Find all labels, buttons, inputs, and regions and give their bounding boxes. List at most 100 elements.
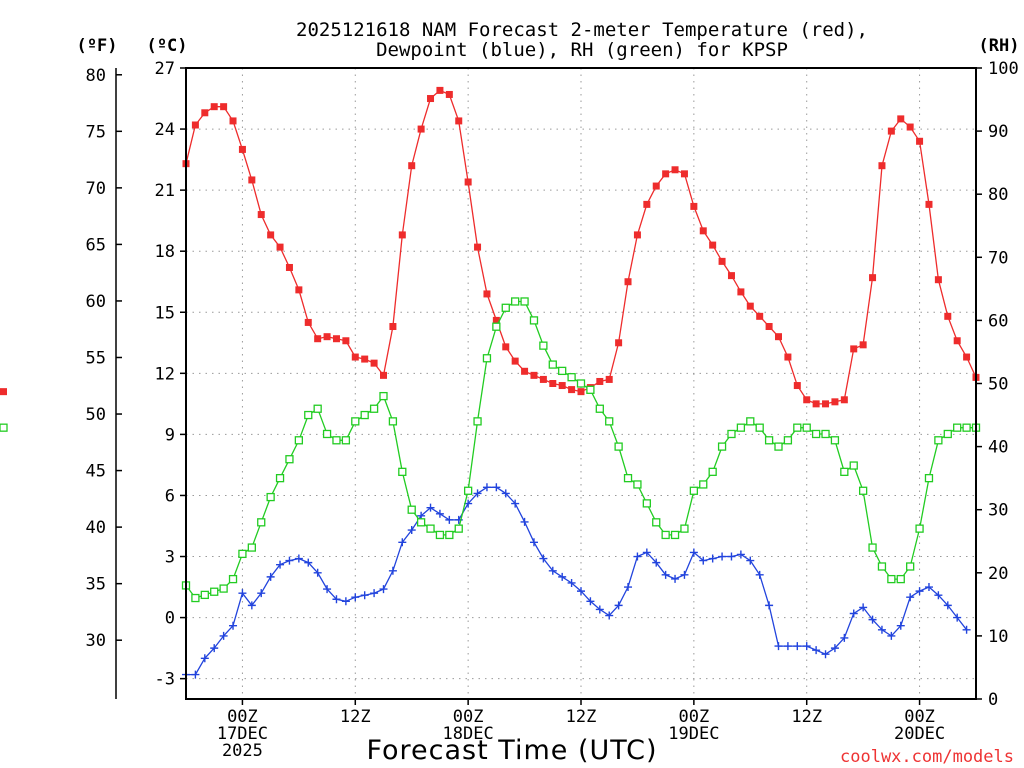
dewpoint-point [313,568,322,577]
temperature-point [389,323,397,331]
dewpoint-point [624,583,633,592]
dewpoint-point [586,597,595,606]
celsius-tick-label: 9 [165,425,175,445]
dewpoint-point [915,587,924,596]
temperature-point [803,396,811,404]
dewpoint-point [520,517,529,526]
rh-point [322,429,332,439]
temperature-point [784,353,792,361]
rh-point [558,366,567,376]
rh-tick-label: 80 [988,185,1008,205]
dewpoint-point [953,613,962,622]
x-tick-label: 12Z [566,707,597,727]
temperature-point [916,137,924,145]
rh-point [906,562,915,571]
dewpoint-point [210,644,219,653]
rh-line [185,300,976,599]
rh-point [642,499,651,508]
dewpoint-point [257,589,266,598]
dewpoint-point [633,552,642,561]
x-tick-label: 2025 [222,741,263,761]
grid-lines [186,68,976,699]
rh-point [539,341,548,350]
chart-title-line-2: Dewpoint (blue), RH (green) for KPSP [376,39,788,61]
dewpoint-point [793,642,802,651]
temperature-point [934,276,942,284]
unit-label-fahrenheit: (ºF) [77,36,118,56]
dewpoint-point [924,583,933,592]
rh-point [275,473,285,483]
x-tick-label: 18DEC [443,724,494,744]
temperature-point [549,380,557,387]
rh-point [962,423,971,432]
dewpoint-point [219,631,228,640]
temperature-point [351,353,359,361]
rh-point [849,461,858,470]
rh-point [426,524,435,533]
dewpoint-point [802,642,811,651]
dewpoint-point [473,489,482,498]
x-tick-label: 00Z [453,707,484,727]
rh-point [586,385,595,394]
dewpoint-point [840,633,849,642]
rh-point [548,360,557,369]
temperature-point [314,335,322,343]
dewpoint-point [812,646,821,655]
rh-point [736,423,746,432]
fahrenheit-tick-label: 80 [86,66,106,86]
fahrenheit-axis: 30 35 40 45 50 55 60 65 70 75 80 [86,66,122,699]
temperature-point [220,103,228,111]
temperature-point [718,257,726,265]
temperature-point [963,353,971,361]
dewpoint-point [511,499,520,508]
temperature-point [483,290,491,298]
fahrenheit-tick-label: 70 [86,179,106,199]
dewpoint-point [605,611,614,620]
rh-point [811,429,821,439]
rh-point [934,436,943,445]
dewpoint-point [200,654,209,663]
rh-point [247,543,256,552]
dewpoint-point [238,589,247,598]
fahrenheit-tick-label: 60 [86,292,106,312]
rh-point [689,486,699,495]
rh-point [605,417,614,426]
celsius-tick-label: 24 [155,120,175,140]
rh-point [219,584,228,593]
temperature-point [859,341,867,349]
rh-point [840,467,849,476]
temperature-point [577,388,585,396]
rh-point [830,436,840,445]
fahrenheit-tick-label: 75 [86,122,106,142]
celsius-tick-label: 27 [155,59,175,79]
rh-point [473,417,482,426]
dewpoint-point [877,625,886,634]
fahrenheit-tick-label: 35 [86,575,106,595]
dewpoint-point [755,570,764,579]
dewpoint-point [727,552,736,561]
temperature-point [502,343,510,351]
rh-tick-label: 90 [988,122,1008,142]
rh-point [821,429,830,439]
temperature-point [380,371,387,379]
temperature-point [878,162,886,170]
dewpoint-point [482,483,491,492]
rh-point [924,473,934,483]
rh-point [388,417,398,426]
celsius-tick-label: 12 [155,364,175,384]
fahrenheit-tick-label: 65 [86,235,106,255]
temperature-point [596,377,604,385]
fahrenheit-tick-label: 40 [86,518,106,538]
temperature-point [257,211,265,219]
rh-point [943,429,952,439]
temperature-point [267,231,275,239]
temperature-point [464,178,472,186]
rh-tick-label: 100 [988,59,1019,79]
temperature-point [361,355,369,363]
rh-tick-label: 10 [988,627,1008,647]
dewpoint-point [332,595,341,604]
dewpoint-point [830,644,839,653]
temperature-point [727,272,735,280]
